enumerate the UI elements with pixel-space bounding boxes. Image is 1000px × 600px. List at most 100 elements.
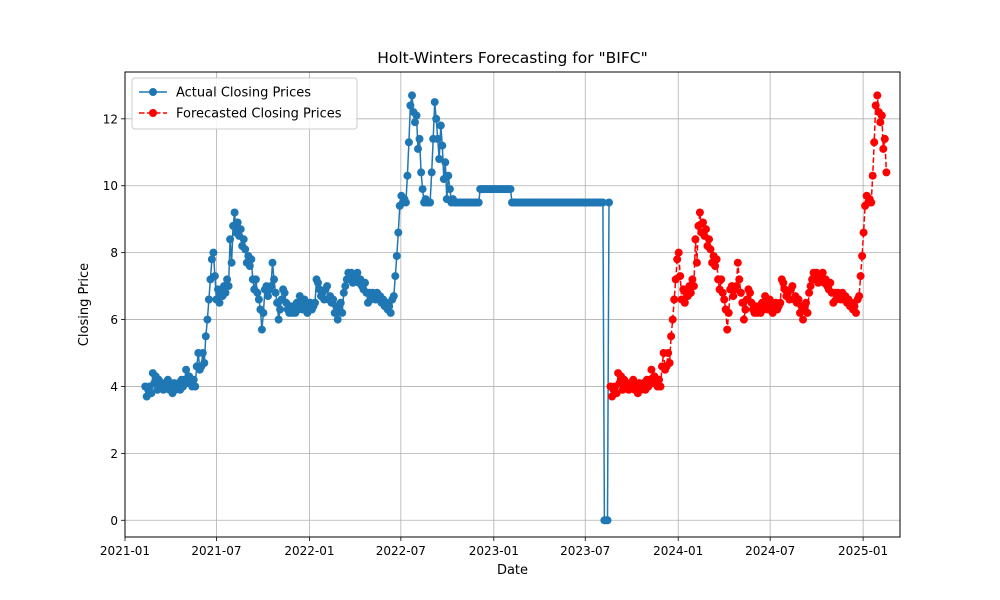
legend: Actual Closing Prices Forecasted Closing … [131,77,358,130]
data-point [855,292,864,301]
data-point [426,198,435,207]
plot-frame [124,71,901,538]
data-point [198,349,207,357]
data-point [605,198,613,207]
data-point [417,168,426,177]
data-point [257,325,266,334]
data-point [667,332,676,341]
x-tick-label: 2022-07 [376,544,426,558]
y-axis-label: Closing Price [77,263,92,346]
data-point [401,198,410,207]
data-point [739,315,748,324]
data-point [267,282,275,291]
data-point [818,268,827,277]
x-tick-label: 2023-07 [560,544,610,558]
data-point [705,235,713,244]
data-point [441,158,450,167]
data-point [329,295,338,304]
legend-box [131,77,358,130]
data-point [406,101,415,110]
data-point [230,208,239,217]
legend-label: Actual Closing Prices [176,86,311,101]
data-point [736,288,745,297]
y-tick-label: 10 [103,179,118,193]
x-tick-label: 2024-01 [653,544,703,558]
data-point [389,292,398,301]
data-point [852,308,860,317]
x-tick-label: 2022-01 [284,544,334,558]
data-point [274,315,283,324]
data-point [433,134,442,143]
data-point [723,325,732,334]
data-point [386,308,395,317]
data-point [665,359,674,367]
data-point [656,382,665,391]
data-point [735,275,744,284]
data-point [788,282,797,291]
data-point [210,272,219,281]
data-point [867,198,876,207]
data-point [408,91,416,100]
data-point [270,275,278,284]
data-point [686,288,695,297]
data-point [412,111,421,120]
data-point [799,315,807,324]
data-point [391,272,400,281]
data-point [201,332,210,341]
y-tick-label: 2 [110,447,118,461]
data-point [215,298,224,307]
data-point [794,295,803,304]
data-point [506,185,515,194]
data-point [224,282,233,291]
data-point [338,308,347,317]
data-point [706,245,715,254]
data-point [427,168,436,177]
data-point [680,298,689,307]
axis-ticks: 2021-01 2021-07 2022-01 2022-07 2023-01 2023-… [100,112,888,558]
data-point [691,235,700,244]
data-point [850,302,859,311]
data-point [882,168,891,177]
data-point [404,138,413,147]
data-point [432,114,441,123]
data-point [689,282,698,291]
data-point [182,365,191,374]
data-point [394,228,403,237]
data-point [403,171,412,180]
data-point [676,272,685,281]
data-point [333,315,342,324]
y-tick-label: 8 [110,246,118,260]
chart-title: Holt-Winters Forecasting for "BIFC" [377,49,648,67]
data-point [880,134,889,143]
data-point [647,365,656,374]
data-point [236,225,245,234]
data-point [430,98,439,107]
data-point [805,288,814,297]
data-point [729,292,738,301]
y-tick-label: 12 [103,112,118,126]
data-point [699,218,707,227]
data-point [776,298,785,307]
data-point [251,275,260,284]
data-point [612,389,621,398]
data-point [664,349,673,357]
data-point [385,302,394,311]
data-point [392,252,401,260]
data-point [247,255,256,264]
data-point [826,278,835,287]
data-point [415,134,424,143]
data-point [803,308,812,317]
data-point [239,235,248,244]
x-tick-label: 2021-01 [100,544,150,558]
data-point [245,262,254,270]
data-point [271,288,280,297]
data-point [353,268,362,277]
data-point [438,141,447,150]
data-point [858,252,867,260]
data-point [711,262,720,270]
legend-label: Forecasted Closing Prices [176,107,342,122]
data-point [598,198,607,207]
series-forecast [606,91,891,401]
data-point [163,375,172,384]
